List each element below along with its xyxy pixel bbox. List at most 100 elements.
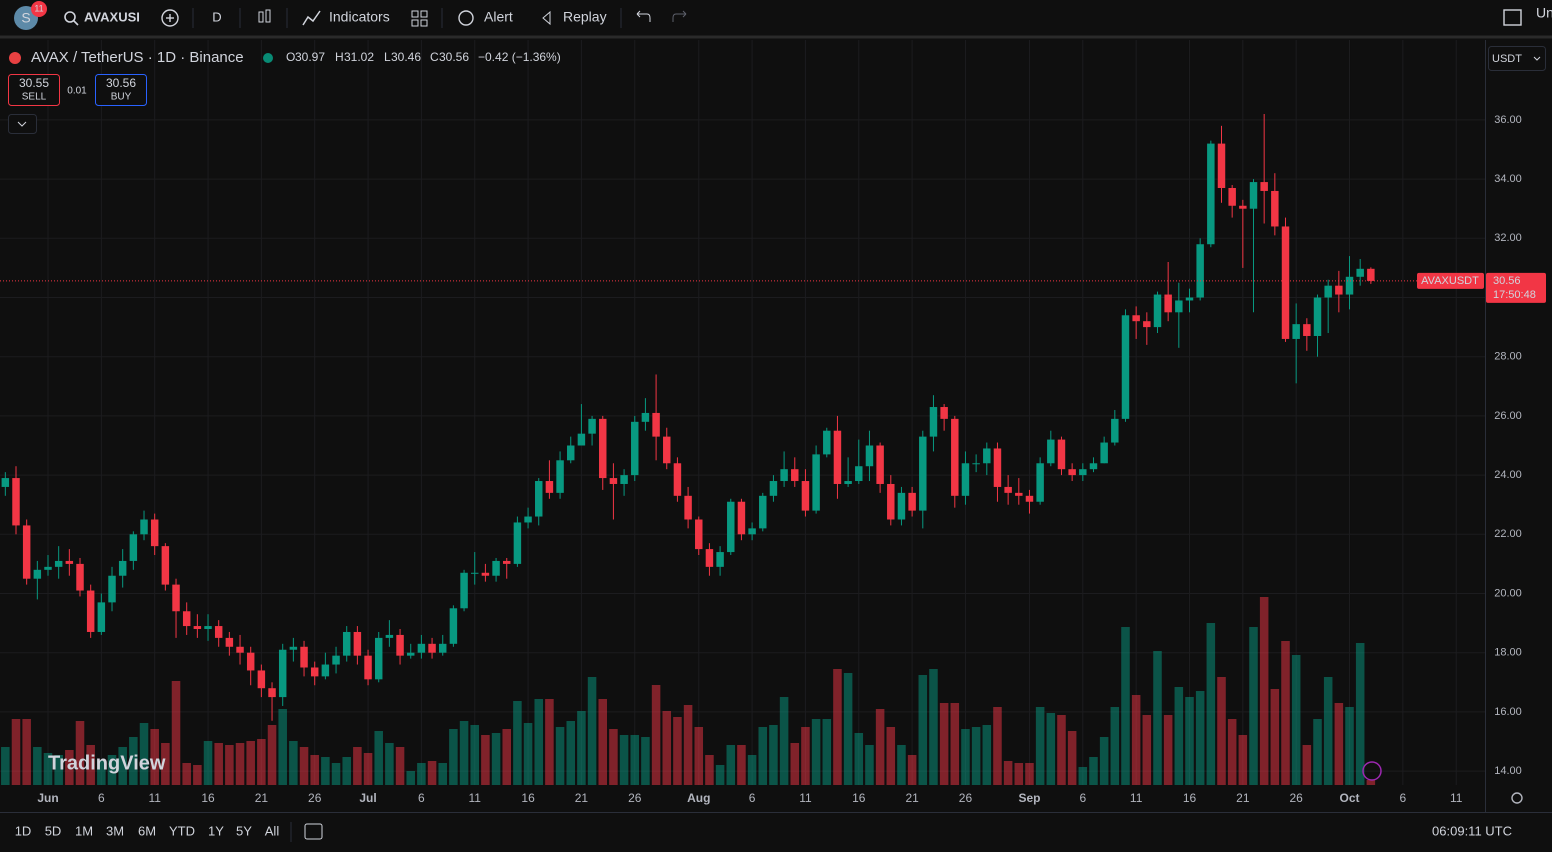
y-tick-label: 20.00 <box>1494 587 1522 599</box>
candle-body <box>567 445 575 461</box>
volume-bar <box>246 741 255 785</box>
range-button[interactable]: 1M <box>75 823 93 838</box>
candle-body <box>449 608 458 644</box>
volume-bar <box>310 755 319 785</box>
candle-body <box>300 646 308 668</box>
symbol-search[interactable]: AVAXUSI <box>84 9 140 24</box>
candle-body <box>1025 495 1034 502</box>
volume-bar <box>1014 763 1024 785</box>
volume-bar <box>566 721 576 785</box>
candle-body <box>97 602 106 632</box>
chart-type-button[interactable] <box>258 11 264 23</box>
candle-body <box>1335 285 1343 295</box>
market-status <box>263 53 273 63</box>
redo-button[interactable] <box>672 10 687 22</box>
candle-body <box>1047 439 1055 464</box>
candle-body <box>887 483 895 520</box>
open-letter: O <box>286 50 295 64</box>
volume-bar <box>1046 713 1056 785</box>
undo-button[interactable] <box>636 10 651 22</box>
range-button[interactable]: YTD <box>169 823 195 838</box>
candle-body <box>833 430 842 484</box>
volume-bar <box>1249 627 1258 785</box>
candle-body <box>129 534 138 561</box>
volume-bar <box>1 747 10 785</box>
volume-bar <box>1131 695 1141 785</box>
layouts-icon <box>420 19 428 27</box>
indicators-button[interactable]: Indicators <box>329 9 390 25</box>
volume-bar <box>950 703 960 785</box>
candle-body <box>1367 268 1375 281</box>
range-button[interactable]: 3M <box>106 823 124 838</box>
volume-bar <box>374 731 383 785</box>
volume-bar <box>214 743 223 785</box>
alert-icon <box>458 10 474 26</box>
volume-bar <box>1206 623 1216 785</box>
alert-button[interactable]: Alert <box>484 9 513 25</box>
range-button[interactable]: 6M <box>138 823 156 838</box>
search-icon-handle <box>73 20 79 26</box>
close-value: 30.56 <box>439 50 469 64</box>
settings-button[interactable] <box>1511 792 1523 804</box>
volume-bar <box>502 729 512 785</box>
candle-body <box>289 646 298 650</box>
volume-bar <box>993 707 1002 785</box>
currency: USDT <box>1492 53 1522 65</box>
compare-button[interactable] <box>161 9 179 27</box>
candle-body <box>599 418 607 479</box>
range-button[interactable]: 1D <box>15 823 32 838</box>
candle-body <box>1281 226 1290 339</box>
currency-button[interactable] <box>1488 46 1546 71</box>
volume-bar <box>353 747 362 785</box>
volume-bar <box>1078 767 1088 785</box>
candle-body <box>855 466 863 482</box>
fullscreen-button[interactable] <box>1503 9 1522 26</box>
collapse-button[interactable] <box>8 114 37 134</box>
candle-body <box>1271 190 1279 227</box>
replay-button[interactable]: Replay <box>563 9 607 25</box>
volume-bar <box>641 737 650 785</box>
search-icon[interactable] <box>64 11 76 23</box>
volume-bar <box>1067 731 1077 785</box>
range-button[interactable]: All <box>265 823 280 838</box>
volume-bar <box>438 763 447 785</box>
volume-bar <box>43 753 53 785</box>
candle-body <box>172 584 180 612</box>
candle-body <box>1260 182 1268 191</box>
toolbar-overflow[interactable]: Un <box>1536 5 1552 21</box>
y-tick-label: 28.00 <box>1494 351 1522 363</box>
range-button[interactable]: 5D <box>45 823 62 838</box>
volume-bar <box>662 711 672 785</box>
symbol-logo <box>9 52 21 64</box>
candle-body <box>535 481 543 517</box>
candle-body <box>236 646 244 653</box>
buy-button[interactable] <box>95 74 147 106</box>
candle-body <box>940 407 948 419</box>
volume-bar <box>331 763 341 785</box>
candle-body <box>22 525 31 579</box>
volume-bar <box>278 709 287 785</box>
date-range-button[interactable] <box>304 823 323 840</box>
volume-bar <box>939 703 949 785</box>
candle-body <box>897 492 906 520</box>
volume-bar <box>971 727 981 785</box>
volume-bar <box>1259 597 1269 785</box>
sell-button[interactable] <box>8 74 60 106</box>
volume-bar <box>299 747 309 785</box>
range-button[interactable]: 1Y <box>208 823 224 838</box>
candle-body <box>705 549 714 567</box>
volume-bar <box>534 699 544 785</box>
interval-button[interactable]: D <box>212 9 221 24</box>
lightning-button[interactable] <box>1362 761 1382 781</box>
range-button[interactable]: 5Y <box>236 823 252 838</box>
volume-bar <box>139 723 149 785</box>
volume-bar <box>1345 707 1354 785</box>
layouts-button[interactable] <box>411 10 419 18</box>
x-tick-label: 6 <box>98 791 105 805</box>
volume-bar <box>54 755 63 785</box>
candle-body <box>908 492 916 511</box>
volume-bar <box>811 719 821 785</box>
x-tick-label: Aug <box>687 791 710 805</box>
candle-body <box>737 501 746 535</box>
candle-body <box>214 626 223 638</box>
